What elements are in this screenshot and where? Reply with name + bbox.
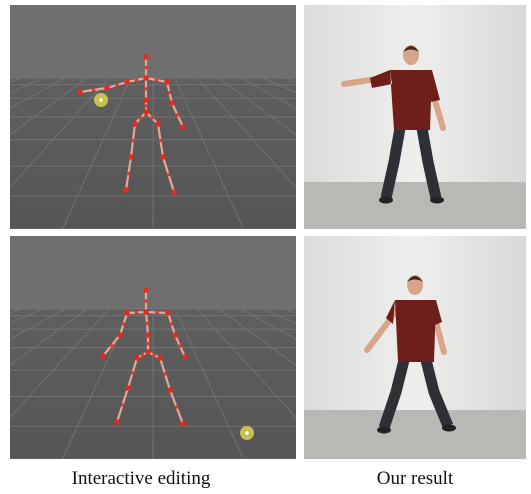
shirt (370, 70, 440, 130)
hair (407, 276, 423, 282)
joint (163, 372, 167, 376)
joint (117, 332, 123, 338)
cursor-dot (99, 98, 103, 102)
joint (134, 310, 139, 315)
shoe (377, 426, 391, 434)
joint (134, 355, 140, 361)
joint (124, 310, 130, 316)
joint (175, 113, 180, 117)
cursor-dot (245, 431, 249, 435)
joint (140, 353, 145, 357)
joint (160, 154, 166, 160)
joint (144, 65, 148, 70)
joint (126, 171, 131, 176)
joint (145, 332, 151, 338)
joint (155, 121, 161, 127)
joint (150, 116, 154, 120)
grid-line (218, 77, 296, 136)
joint (146, 341, 150, 346)
photo (304, 236, 526, 459)
grid-line (196, 77, 296, 188)
joint (143, 97, 149, 103)
joint (125, 385, 131, 391)
shoe (430, 196, 444, 204)
joint (169, 322, 174, 326)
joint (120, 403, 125, 407)
joint (180, 421, 186, 427)
joint (152, 353, 156, 357)
joint (143, 75, 149, 81)
grid-line (62, 77, 132, 229)
viewport (10, 236, 296, 459)
joint (123, 187, 129, 193)
joint (131, 138, 135, 143)
joint (130, 371, 135, 375)
joint (169, 100, 175, 106)
joint (138, 116, 143, 120)
joint (143, 309, 149, 315)
joint (132, 121, 138, 127)
joint (154, 78, 159, 82)
shirt (386, 300, 442, 362)
joint (174, 405, 179, 409)
joint (171, 189, 177, 195)
joint (143, 287, 149, 293)
joint (114, 419, 120, 425)
joint (124, 79, 130, 85)
joint (109, 343, 114, 348)
legs (380, 127, 442, 200)
grid-line (10, 77, 66, 109)
grid-line (240, 308, 296, 340)
joint (77, 89, 83, 95)
grid-line (10, 77, 110, 188)
grid-line (196, 308, 296, 419)
joint (134, 78, 139, 82)
joint (104, 85, 110, 91)
joint (143, 54, 149, 60)
joint (180, 124, 186, 130)
joint (158, 138, 163, 143)
caption: Interactive editing (72, 468, 211, 489)
legs (378, 358, 454, 430)
viewport (10, 5, 296, 229)
joint (145, 349, 151, 355)
grid-line (218, 308, 296, 366)
grid-line (240, 77, 296, 109)
joint (121, 322, 126, 326)
joint (178, 344, 182, 348)
joint (166, 172, 171, 177)
grid-line (174, 308, 244, 459)
joint (143, 109, 149, 115)
joint (144, 104, 148, 108)
joint (172, 332, 178, 338)
joint (165, 310, 171, 316)
joint (182, 354, 188, 360)
caption: Our result (377, 468, 454, 489)
joint (157, 355, 163, 361)
joint (144, 87, 148, 91)
grid-line (174, 77, 244, 229)
grid-line (10, 308, 88, 366)
grid-line (10, 77, 88, 136)
joint (167, 387, 173, 393)
joint (164, 79, 170, 85)
shoe (442, 424, 456, 432)
joint (144, 299, 148, 303)
shoe (379, 196, 393, 204)
grid-line (10, 308, 110, 419)
joint (115, 83, 119, 87)
joint (145, 321, 149, 326)
joint (128, 154, 134, 160)
left-arm (364, 302, 403, 353)
joint (167, 90, 172, 95)
photo (304, 5, 526, 229)
joint (155, 310, 159, 315)
joint (100, 353, 106, 359)
joint (91, 88, 96, 92)
grid-line (10, 308, 66, 340)
hair (403, 46, 419, 52)
